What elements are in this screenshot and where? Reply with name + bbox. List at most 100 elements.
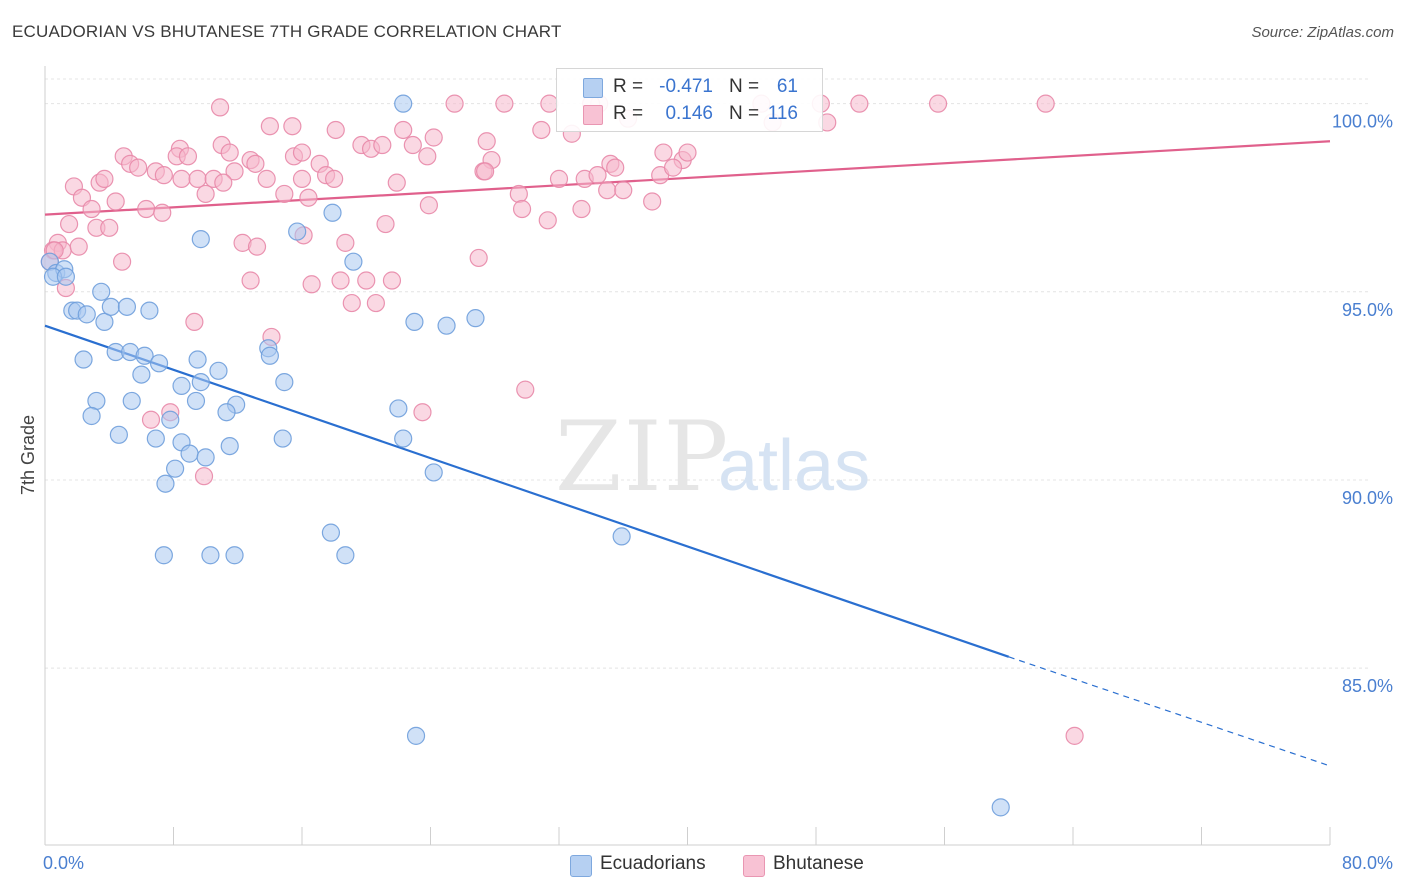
legend-n-label: N =: [729, 76, 760, 97]
point-ecuadorian: [437, 316, 456, 335]
point-bhutanese: [928, 94, 948, 113]
point-ecuadorian: [220, 436, 239, 456]
point-bhutanese: [95, 169, 114, 188]
y-axis-label: 7th Grade: [18, 415, 38, 495]
point-bhutanese: [185, 312, 204, 332]
point-ecuadorian: [260, 346, 279, 365]
legend-swatch-pink: [583, 105, 603, 125]
point-ecuadorian: [389, 399, 408, 418]
point-ecuadorian: [394, 429, 413, 448]
legend-row-ecuadorians: R = -0.471 N = 61: [557, 74, 822, 100]
point-ecuadorian: [95, 312, 114, 332]
trend-line-bhutanese: [44, 140, 1331, 216]
point-bhutanese: [387, 173, 406, 192]
point-ecuadorian: [180, 444, 199, 463]
point-ecuadorian: [109, 425, 128, 444]
point-ecuadorian: [225, 546, 244, 565]
legend-r-value: -0.471: [659, 76, 713, 97]
point-bhutanese: [382, 271, 402, 290]
legend-n-value: 116: [767, 103, 798, 124]
point-ecuadorian: [288, 222, 307, 241]
trend-line-ecuadorians-extrapolated: [1008, 656, 1331, 767]
point-ecuadorian: [406, 726, 426, 745]
point-ecuadorian: [156, 474, 175, 493]
point-bhutanese: [476, 162, 495, 181]
point-ecuadorian: [77, 305, 96, 324]
point-bhutanese: [225, 162, 244, 181]
point-bhutanese: [413, 403, 432, 422]
point-bhutanese: [172, 169, 191, 188]
point-ecuadorian: [56, 267, 75, 286]
point-bhutanese: [82, 199, 101, 219]
point-ecuadorian: [405, 312, 424, 332]
point-bhutanese: [257, 169, 276, 188]
source-label: Source: ZipAtlas.com: [1251, 24, 1394, 41]
point-bhutanese: [178, 147, 198, 166]
point-bhutanese: [210, 98, 230, 117]
legend-row-bhutanese: R = 0.146 N = 116: [557, 101, 822, 127]
watermark-zip: ZIP: [555, 401, 730, 513]
legend-swatch-bhutanese: [743, 855, 765, 877]
point-bhutanese: [532, 120, 551, 140]
legend-r-label: R =: [613, 103, 644, 124]
point-bhutanese: [336, 233, 355, 252]
point-bhutanese: [246, 154, 265, 173]
point-ecuadorian: [172, 376, 191, 395]
point-bhutanese: [326, 120, 345, 140]
stats-legend: R = -0.471 N = 61 R = 0.146 N = 116: [556, 68, 823, 132]
y-tick-label: 100.0%: [1332, 112, 1393, 132]
point-bhutanese: [495, 94, 514, 113]
point-bhutanese: [196, 184, 215, 204]
point-bhutanese: [403, 135, 422, 155]
point-bhutanese: [572, 199, 591, 219]
point-bhutanese: [153, 203, 172, 222]
point-ecuadorian: [117, 297, 137, 316]
point-ecuadorian: [321, 523, 341, 542]
legend-label-ecuadorians: Ecuadorians: [600, 853, 706, 874]
point-ecuadorian: [186, 391, 206, 411]
point-bhutanese: [424, 128, 443, 147]
point-bhutanese: [549, 169, 569, 188]
point-bhutanese: [678, 143, 697, 162]
point-bhutanese: [331, 271, 350, 290]
labels-layer: 85.0% 90.0% 95.0% 100.0% 0.0% 80.0% 7th Grade: [18, 112, 1393, 873]
point-bhutanese: [394, 120, 413, 140]
point-ecuadorian: [188, 350, 207, 369]
point-ecuadorian: [166, 459, 185, 478]
point-ecuadorian: [201, 546, 220, 565]
point-bhutanese: [1065, 726, 1084, 745]
point-bhutanese: [154, 166, 173, 185]
point-ecuadorian: [146, 429, 165, 448]
point-bhutanese: [214, 173, 233, 192]
point-ecuadorian: [135, 346, 154, 365]
point-ecuadorian: [217, 403, 236, 422]
point-ecuadorian: [122, 391, 141, 411]
point-ecuadorian: [336, 546, 355, 565]
point-ecuadorian: [74, 350, 93, 369]
point-bhutanese: [643, 192, 662, 211]
grid-layer: [45, 78, 1370, 669]
point-bhutanese: [357, 271, 376, 290]
x-tick-label: 80.0%: [1342, 853, 1393, 873]
legend-r-label: R =: [613, 76, 644, 97]
point-bhutanese: [137, 199, 156, 219]
point-bhutanese: [376, 214, 395, 234]
point-ecuadorian: [394, 94, 413, 113]
legend-n-value: 61: [776, 76, 798, 97]
point-bhutanese: [59, 214, 79, 234]
point-bhutanese: [366, 293, 385, 313]
point-bhutanese: [100, 218, 119, 237]
legend-swatch-ecuadorians: [570, 855, 592, 877]
point-ecuadorian: [87, 391, 106, 411]
point-bhutanese: [663, 158, 683, 177]
point-bhutanese: [588, 166, 607, 185]
point-bhutanese: [241, 271, 260, 290]
point-bhutanese: [188, 169, 207, 188]
y-tick-label: 85.0%: [1342, 676, 1393, 696]
point-bhutanese: [302, 275, 321, 294]
point-ecuadorian: [344, 252, 363, 271]
point-ecuadorian: [209, 361, 228, 380]
point-bhutanese: [194, 467, 214, 486]
point-ecuadorian: [140, 301, 159, 320]
